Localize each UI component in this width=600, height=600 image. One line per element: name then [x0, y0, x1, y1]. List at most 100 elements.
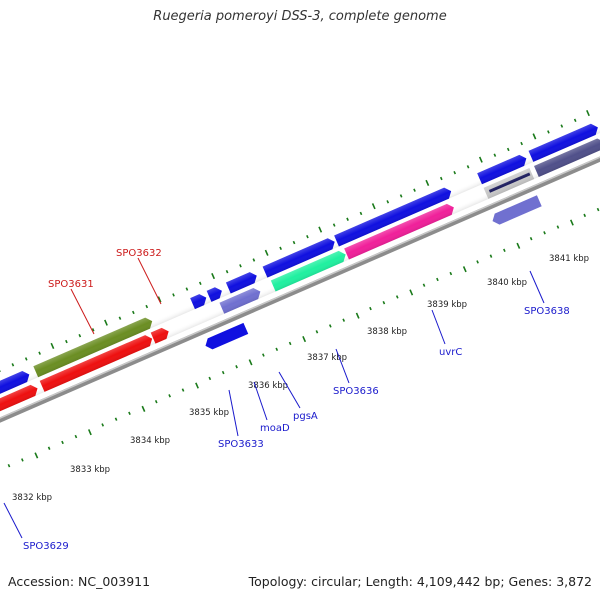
scale-label: 3837 kbp: [307, 353, 347, 363]
major-tick: [141, 405, 146, 412]
minor-tick: [466, 165, 470, 169]
minor-tick: [288, 341, 292, 346]
minor-tick: [172, 293, 175, 297]
major-tick: [50, 342, 55, 350]
minor-tick: [439, 176, 443, 181]
gene-spo3638-reverse-arrow[interactable]: [490, 195, 542, 226]
minor-tick: [24, 357, 28, 361]
leader-uvrc: [431, 309, 446, 345]
minor-tick: [154, 399, 158, 404]
minor-tick: [413, 188, 416, 192]
minor-tick: [359, 211, 363, 216]
minor-tick: [65, 339, 68, 344]
major-tick: [516, 242, 521, 249]
minor-tick: [132, 310, 135, 315]
minor-tick: [114, 417, 118, 421]
leader-lines-red: [70, 257, 162, 335]
major-tick: [211, 273, 216, 280]
minor-tick: [38, 351, 41, 355]
leader-spo3633: [228, 389, 239, 437]
tick-track-bottom: [7, 207, 600, 468]
scale-label: 3839 kbp: [427, 300, 467, 310]
gene-label-pgsa[interactable]: pgsA: [293, 411, 318, 422]
minor-tick: [556, 225, 560, 229]
minor-tick: [596, 207, 600, 212]
major-tick: [104, 319, 108, 326]
map-title: Ruegeria pomeroyi DSS-3, complete genome: [153, 9, 447, 24]
major-tick: [87, 429, 92, 436]
minor-tick: [21, 458, 24, 462]
minor-tick: [573, 118, 577, 122]
scale-label: 3840 kbp: [487, 278, 527, 288]
minor-tick: [328, 324, 332, 328]
minor-tick: [91, 328, 95, 332]
gene-label-spo3631[interactable]: SPO3631: [48, 279, 94, 290]
minor-tick: [332, 223, 336, 227]
minor-tick: [181, 388, 185, 392]
minor-tick: [145, 304, 149, 309]
major-tick: [586, 110, 590, 117]
minor-tick: [47, 446, 51, 450]
minor-tick: [382, 301, 386, 305]
minor-tick: [252, 258, 256, 262]
leader-pgsa: [278, 371, 301, 409]
major-tick: [569, 219, 574, 226]
major-tick: [409, 289, 414, 296]
minor-tick: [399, 194, 403, 198]
major-tick: [478, 156, 483, 163]
minor-tick: [449, 271, 453, 276]
gene-spo3633-reverse-arrow[interactable]: [203, 322, 249, 352]
minor-tick: [476, 260, 479, 264]
major-tick: [425, 179, 430, 187]
gene-label-uvrc[interactable]: uvrC: [439, 347, 462, 358]
major-tick: [157, 296, 162, 303]
gloss-outer: [0, 119, 600, 422]
gene-label-spo3636[interactable]: SPO3636: [333, 386, 379, 397]
gene-label-spo3632[interactable]: SPO3632: [116, 248, 162, 259]
minor-tick: [489, 254, 493, 258]
minor-tick: [78, 333, 82, 338]
leader-spo3629: [3, 502, 23, 539]
minor-tick: [436, 277, 439, 282]
genome-backbone-highlight: [0, 130, 600, 436]
minor-tick: [275, 347, 279, 351]
minor-tick: [529, 236, 533, 241]
minor-tick: [422, 283, 426, 287]
major-tick: [371, 203, 376, 210]
minor-tick: [369, 306, 372, 311]
major-tick: [462, 266, 467, 273]
major-tick: [355, 312, 360, 319]
accession-text: Accession: NC_003911: [8, 574, 151, 589]
minor-tick: [315, 330, 319, 334]
minor-tick: [198, 281, 202, 285]
scale-labels: 3832 kbp 3833 kbp 3834 kbp 3835 kbp 3836…: [12, 254, 589, 503]
minor-tick: [185, 287, 189, 291]
minor-tick: [583, 213, 587, 218]
minor-tick: [346, 217, 349, 221]
scale-label: 3834 kbp: [130, 436, 170, 446]
major-tick: [34, 452, 39, 459]
gene-label-moad[interactable]: moaD: [260, 423, 290, 434]
minor-tick: [560, 124, 564, 128]
minor-tick: [503, 248, 506, 253]
gene-label-spo3629[interactable]: SPO3629: [23, 541, 69, 552]
minor-tick: [61, 440, 64, 445]
minor-tick: [221, 370, 225, 375]
minor-tick: [493, 153, 497, 157]
leader-spo3631: [70, 288, 95, 335]
minor-tick: [543, 231, 546, 235]
leader-spo3636: [335, 348, 350, 384]
genome-summary-text: Topology: circular; Length: 4,109,442 bp…: [248, 574, 592, 589]
leader-spo3638: [529, 270, 545, 304]
major-tick: [302, 335, 307, 343]
minor-tick: [342, 318, 346, 322]
gene-label-spo3633[interactable]: SPO3633: [218, 439, 264, 450]
gene-label-spo3638[interactable]: SPO3638: [524, 306, 570, 317]
minor-tick: [235, 365, 238, 369]
major-tick: [0, 366, 1, 373]
scale-label: 3835 kbp: [189, 408, 229, 418]
minor-tick: [292, 240, 296, 245]
minor-tick: [74, 434, 78, 439]
minor-tick: [395, 295, 399, 299]
minor-tick: [306, 235, 309, 239]
